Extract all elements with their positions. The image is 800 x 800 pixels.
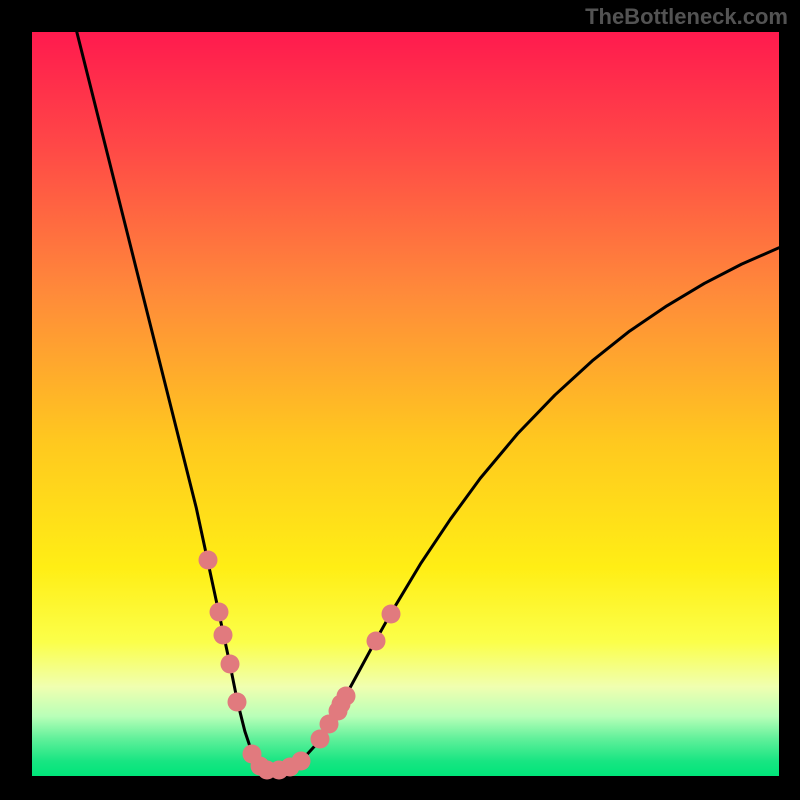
data-marker [198,551,217,570]
data-marker [381,604,400,623]
data-marker [291,752,310,771]
bottleneck-curve [77,32,779,770]
data-marker [214,625,233,644]
data-marker [209,603,228,622]
data-marker [336,686,355,705]
watermark-text: TheBottleneck.com [585,4,788,30]
data-marker [366,631,385,650]
data-marker [228,692,247,711]
data-marker [220,655,239,674]
curve-svg [32,32,779,776]
plot-area [32,32,779,776]
